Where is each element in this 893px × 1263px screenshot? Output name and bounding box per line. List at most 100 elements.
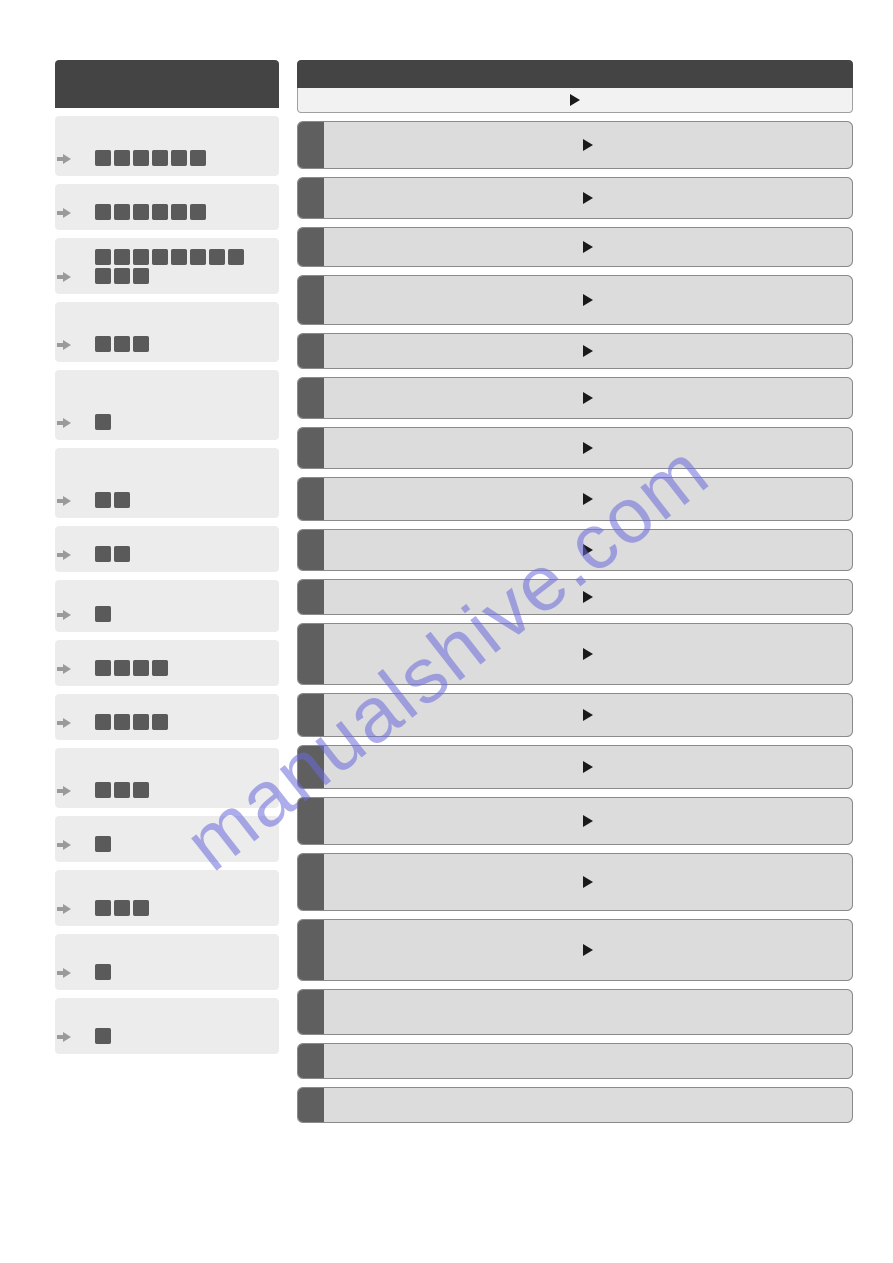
right-item[interactable] [297, 427, 853, 469]
right-column [297, 60, 853, 1123]
left-item[interactable] [55, 526, 279, 572]
arrow-right-icon [63, 418, 77, 428]
right-item[interactable] [297, 919, 853, 981]
block-icon [209, 249, 225, 265]
arrow-right-icon [63, 550, 77, 560]
right-item[interactable] [297, 227, 853, 267]
arrow-right-icon [63, 840, 77, 850]
row-body [324, 442, 852, 454]
block-icon [95, 150, 111, 166]
row-body [324, 139, 852, 151]
arrow-right-icon [63, 208, 77, 218]
section-tab [298, 1044, 324, 1078]
row-body [324, 345, 852, 357]
block-icon [152, 660, 168, 676]
right-item[interactable] [297, 177, 853, 219]
section-tab [298, 1088, 324, 1122]
block-icon [133, 900, 149, 916]
right-item[interactable] [297, 275, 853, 325]
block-group [95, 660, 168, 676]
play-icon [583, 944, 593, 956]
right-item[interactable] [297, 623, 853, 685]
block-icon [95, 204, 111, 220]
section-tab [298, 854, 324, 910]
left-item[interactable] [55, 370, 279, 440]
left-item[interactable] [55, 870, 279, 926]
block-icon [114, 660, 130, 676]
block-icon [95, 546, 111, 562]
right-subheader[interactable] [297, 88, 853, 113]
right-item[interactable] [297, 1043, 853, 1079]
right-item[interactable] [297, 1087, 853, 1123]
left-item[interactable] [55, 238, 279, 294]
block-icon [114, 782, 130, 798]
section-tab [298, 378, 324, 418]
left-item[interactable] [55, 748, 279, 808]
left-item[interactable] [55, 302, 279, 362]
right-item[interactable] [297, 477, 853, 521]
row-body [324, 709, 852, 721]
left-item[interactable] [55, 816, 279, 862]
arrow-right-icon [63, 1032, 77, 1042]
right-item[interactable] [297, 333, 853, 369]
play-icon [583, 493, 593, 505]
right-item[interactable] [297, 579, 853, 615]
section-tab [298, 478, 324, 520]
left-item[interactable] [55, 580, 279, 632]
arrow-right-icon [63, 496, 77, 506]
block-icon [171, 249, 187, 265]
block-group [95, 836, 111, 852]
block-icon [95, 660, 111, 676]
left-column [55, 60, 279, 1123]
block-icon [171, 204, 187, 220]
row-body [324, 761, 852, 773]
block-icon [114, 492, 130, 508]
block-icon [95, 492, 111, 508]
block-icon [114, 900, 130, 916]
block-group [95, 492, 130, 508]
row-body [324, 876, 852, 888]
play-icon [583, 648, 593, 660]
left-item[interactable] [55, 640, 279, 686]
block-icon [133, 782, 149, 798]
block-icon [190, 150, 206, 166]
section-tab [298, 624, 324, 684]
right-item[interactable] [297, 853, 853, 911]
right-item[interactable] [297, 745, 853, 789]
row-body [324, 493, 852, 505]
play-icon [583, 442, 593, 454]
left-item[interactable] [55, 448, 279, 518]
right-item[interactable] [297, 693, 853, 737]
arrow-right-icon [63, 340, 77, 350]
right-item[interactable] [297, 797, 853, 845]
block-group [95, 1028, 111, 1044]
block-icon [190, 249, 206, 265]
block-icon [133, 249, 149, 265]
left-list [55, 116, 279, 1054]
section-tab [298, 122, 324, 168]
play-icon [583, 392, 593, 404]
left-item[interactable] [55, 998, 279, 1054]
block-icon [133, 660, 149, 676]
right-item[interactable] [297, 377, 853, 419]
block-group [95, 782, 149, 798]
block-icon [95, 900, 111, 916]
section-tab [298, 530, 324, 570]
block-icon [95, 268, 111, 284]
block-icon [95, 249, 111, 265]
two-column-layout [55, 60, 853, 1123]
left-item[interactable] [55, 116, 279, 176]
block-icon [133, 150, 149, 166]
play-icon [583, 544, 593, 556]
block-icon [95, 336, 111, 352]
left-item[interactable] [55, 934, 279, 990]
right-item[interactable] [297, 989, 853, 1035]
right-item[interactable] [297, 529, 853, 571]
block-group [95, 150, 206, 166]
left-item[interactable] [55, 184, 279, 230]
right-item[interactable] [297, 121, 853, 169]
block-icon [114, 714, 130, 730]
left-item[interactable] [55, 694, 279, 740]
row-body [324, 392, 852, 404]
play-icon [583, 294, 593, 306]
